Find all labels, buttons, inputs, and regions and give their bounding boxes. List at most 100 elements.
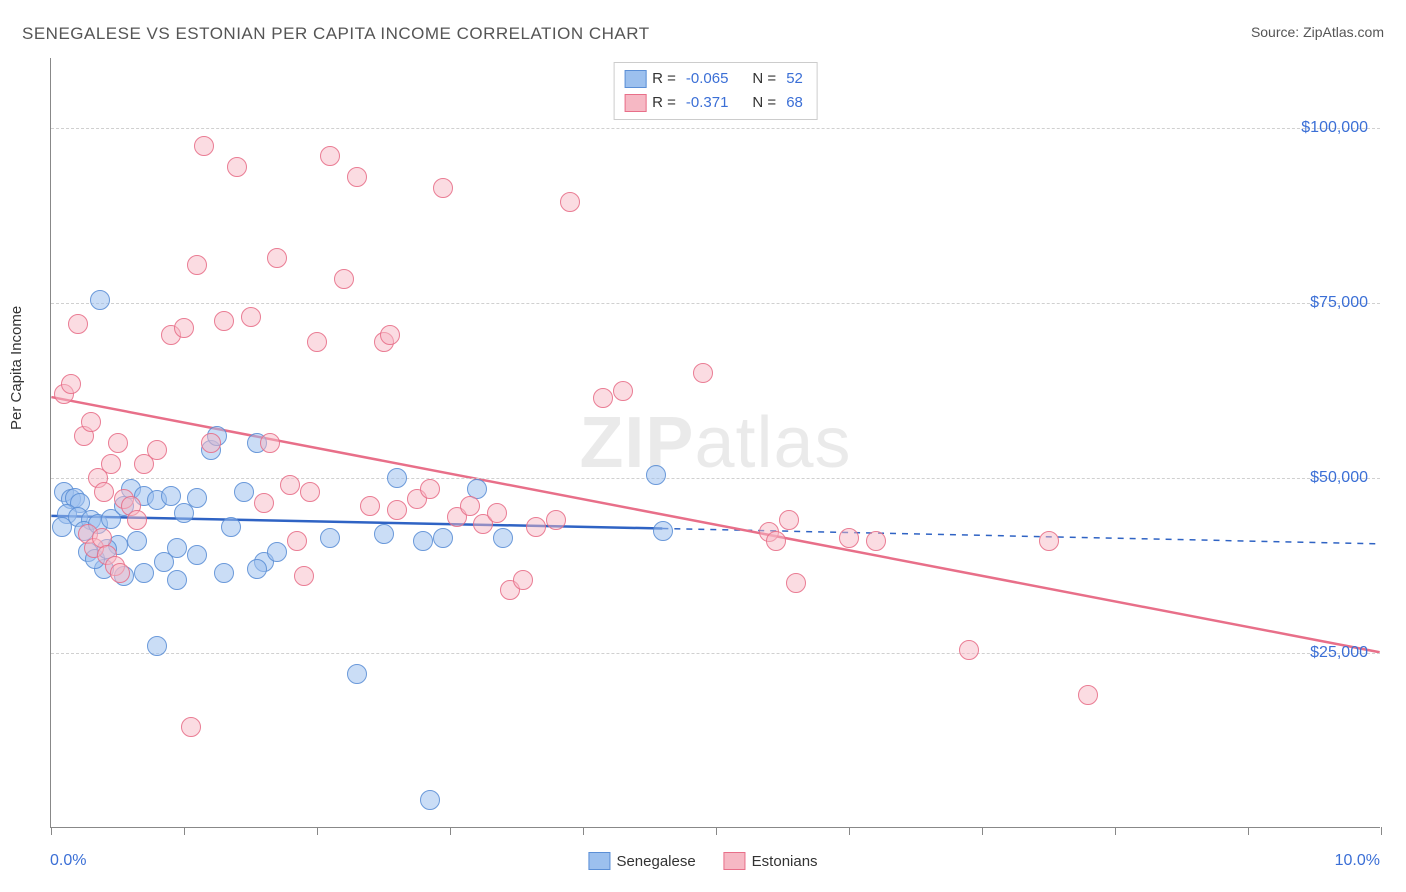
legend-series: Senegalese Estonians	[588, 852, 817, 870]
data-point	[413, 531, 433, 551]
legend-stats: R =-0.065N =52R =-0.371N =68	[613, 62, 818, 120]
data-point	[334, 269, 354, 289]
plot-area: ZIPatlas R =-0.065N =52R =-0.371N =68 $2…	[50, 58, 1380, 828]
data-point	[294, 566, 314, 586]
data-point	[766, 531, 786, 551]
data-point	[786, 573, 806, 593]
data-point	[347, 167, 367, 187]
x-tick	[716, 827, 717, 835]
legend-label: Estonians	[752, 853, 818, 870]
data-point	[214, 563, 234, 583]
legend-swatch	[724, 852, 746, 870]
data-point	[613, 381, 633, 401]
gridline	[51, 653, 1380, 654]
data-point	[94, 482, 114, 502]
x-tick	[1381, 827, 1382, 835]
r-label: R =	[652, 67, 676, 91]
legend-stat-row: R = -0.371 N = 68	[624, 91, 807, 115]
r-label: R =	[652, 91, 676, 115]
data-point	[174, 318, 194, 338]
data-point	[247, 559, 267, 579]
data-point	[360, 496, 380, 516]
data-point	[433, 178, 453, 198]
data-point	[134, 563, 154, 583]
data-point	[287, 531, 307, 551]
data-point	[154, 552, 174, 572]
x-tick	[1115, 827, 1116, 835]
data-point	[108, 433, 128, 453]
data-point	[374, 524, 394, 544]
chart-title: SENEGALESE VS ESTONIAN PER CAPITA INCOME…	[22, 24, 650, 44]
data-point	[653, 521, 673, 541]
n-label: N =	[752, 91, 776, 115]
data-point	[839, 528, 859, 548]
x-tick	[184, 827, 185, 835]
data-point	[380, 325, 400, 345]
y-tick-label: $100,000	[1301, 119, 1368, 137]
gridline	[51, 478, 1380, 479]
data-point	[693, 363, 713, 383]
data-point	[241, 307, 261, 327]
data-point	[90, 290, 110, 310]
x-tick	[1248, 827, 1249, 835]
data-point	[959, 640, 979, 660]
data-point	[221, 517, 241, 537]
data-point	[546, 510, 566, 530]
legend-label: Senegalese	[616, 853, 695, 870]
data-point	[320, 146, 340, 166]
n-value: 68	[786, 91, 803, 115]
data-point	[280, 475, 300, 495]
y-tick-label: $75,000	[1310, 294, 1368, 312]
data-point	[81, 412, 101, 432]
data-point	[254, 493, 274, 513]
data-point	[493, 528, 513, 548]
data-point	[347, 664, 367, 684]
x-tick	[450, 827, 451, 835]
data-point	[147, 636, 167, 656]
x-tick	[982, 827, 983, 835]
data-point	[320, 528, 340, 548]
watermark: ZIPatlas	[579, 402, 851, 484]
data-point	[52, 517, 72, 537]
data-point	[201, 433, 221, 453]
y-axis-label: Per Capita Income	[8, 306, 25, 430]
x-axis-min-label: 0.0%	[50, 852, 86, 870]
x-tick	[51, 827, 52, 835]
x-tick	[849, 827, 850, 835]
watermark-light: atlas	[694, 403, 851, 483]
data-point	[127, 531, 147, 551]
r-value: -0.065	[686, 67, 729, 91]
watermark-bold: ZIP	[579, 403, 694, 483]
data-point	[560, 192, 580, 212]
r-value: -0.371	[686, 91, 729, 115]
data-point	[460, 496, 480, 516]
data-point	[433, 528, 453, 548]
data-point	[234, 482, 254, 502]
data-point	[181, 717, 201, 737]
y-tick-label: $25,000	[1310, 644, 1368, 662]
data-point	[127, 510, 147, 530]
y-tick-label: $50,000	[1310, 469, 1368, 487]
data-point	[593, 388, 613, 408]
gridline	[51, 303, 1380, 304]
n-label: N =	[752, 67, 776, 91]
legend-item: Senegalese	[588, 852, 695, 870]
data-point	[513, 570, 533, 590]
source-prefix: Source:	[1251, 24, 1303, 40]
data-point	[1039, 531, 1059, 551]
data-point	[307, 332, 327, 352]
data-point	[487, 503, 507, 523]
data-point	[1078, 685, 1098, 705]
data-point	[267, 542, 287, 562]
legend-stat-row: R =-0.065N =52	[624, 67, 807, 91]
data-point	[420, 790, 440, 810]
legend-swatch	[588, 852, 610, 870]
data-point	[101, 454, 121, 474]
source-link[interactable]: ZipAtlas.com	[1303, 24, 1384, 40]
data-point	[214, 311, 234, 331]
data-point	[227, 157, 247, 177]
data-point	[420, 479, 440, 499]
data-point	[110, 563, 130, 583]
data-point	[187, 488, 207, 508]
legend-swatch	[624, 70, 646, 88]
